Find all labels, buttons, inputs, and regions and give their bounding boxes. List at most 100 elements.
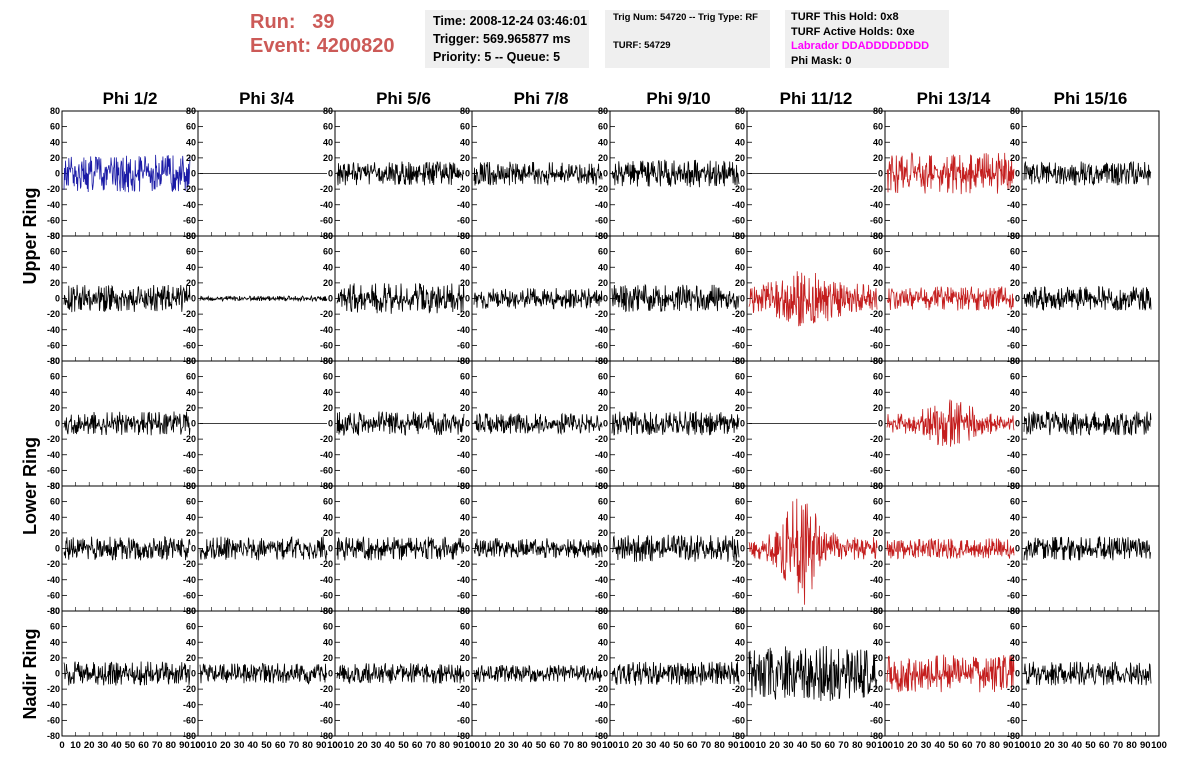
time-info-box: Time: 2008-12-24 03:46:01 Trigger: 569.9… [425,10,589,68]
y-tick-label: -60 [320,465,333,475]
y-tick-label: 60 [735,247,745,257]
y-tick-label: 60 [1010,122,1020,132]
y-tick-label: -20 [457,184,470,194]
y-tick-label: 0 [878,669,883,679]
y-tick-label: -40 [1007,200,1020,210]
y-tick-label: -40 [320,700,333,710]
y-tick-label: -60 [870,715,883,725]
x-tick-label: 40 [522,740,533,751]
y-tick-label: 60 [598,247,608,257]
x-tick-label: 60 [825,740,836,751]
y-tick-label: -20 [47,434,60,444]
y-tick-label: -80 [320,731,333,741]
y-tick-label: -40 [732,325,745,335]
y-tick-label: 20 [735,403,745,413]
y-tick-label: -20 [47,309,60,319]
x-tick-label: 80 [577,740,588,751]
y-tick-label: 0 [878,169,883,179]
y-tick-label: -20 [870,309,883,319]
y-tick-label: -20 [320,184,333,194]
y-tick-label: 80 [598,481,608,491]
waveform-trace [199,294,328,303]
y-tick-label: -40 [732,575,745,585]
y-tick-label: 20 [735,653,745,663]
y-tick-label: -60 [320,590,333,600]
y-tick-label: -60 [870,590,883,600]
waveform-trace [199,662,328,685]
x-tick-label: 60 [412,740,423,751]
y-tick-label: -20 [47,684,60,694]
y-tick-label: 80 [735,481,745,491]
y-tick-label: 20 [1010,153,1020,163]
x-tick-label: 70 [701,740,712,751]
x-tick-label: 100 [877,740,893,751]
x-tick-label: 100 [327,740,343,751]
y-tick-label: 80 [186,356,196,366]
y-tick-label: 80 [186,231,196,241]
x-tick-label: 30 [234,740,245,751]
x-tick-label: 100 [1151,740,1167,751]
y-tick-label: -80 [595,731,608,741]
y-tick-label: 40 [873,262,883,272]
y-tick-label: -40 [595,575,608,585]
y-tick-label: 80 [323,606,333,616]
run-line: Run: 39 [250,10,420,34]
waveform-trace [611,411,740,436]
y-tick-label: 0 [1015,169,1020,179]
y-tick-label: 40 [186,262,196,272]
y-tick-label: 80 [323,231,333,241]
y-tick-label: 0 [55,669,60,679]
x-tick-label: 30 [98,740,109,751]
y-tick-label: -40 [595,325,608,335]
y-tick-label: -60 [1007,340,1020,350]
y-tick-label: -20 [732,434,745,444]
y-tick-label: 60 [873,247,883,257]
y-tick-label: 20 [1010,528,1020,538]
x-tick-label: 100 [602,740,618,751]
x-tick-label: 20 [84,740,95,751]
y-tick-label: -40 [183,450,196,460]
y-tick-label: -40 [47,200,60,210]
y-tick-label: 20 [323,278,333,288]
y-tick-label: 20 [323,653,333,663]
y-tick-label: -20 [732,684,745,694]
y-tick-label: 60 [50,122,60,132]
y-tick-label: 0 [55,294,60,304]
y-tick-label: -40 [732,200,745,210]
x-tick-label: 0 [744,740,749,751]
y-tick-label: 80 [186,606,196,616]
y-tick-label: -20 [732,309,745,319]
y-tick-label: 40 [1010,387,1020,397]
y-tick-label: -20 [183,434,196,444]
y-tick-label: 60 [735,497,745,507]
y-tick-label: 80 [873,106,883,116]
y-tick-label: 20 [460,653,470,663]
y-tick-label: -60 [47,465,60,475]
y-tick-label: -40 [732,700,745,710]
y-tick-label: 20 [50,403,60,413]
y-tick-label: -20 [870,184,883,194]
x-tick-label: 50 [1085,740,1096,751]
y-tick-label: 60 [1010,497,1020,507]
y-tick-label: 0 [55,544,60,554]
y-tick-label: -60 [732,715,745,725]
waveform-trace [63,154,191,193]
x-tick-label: 90 [866,740,877,751]
x-tick-label: 80 [989,740,1000,751]
y-tick-label: -60 [183,590,196,600]
y-tick-label: 40 [873,387,883,397]
trig-num-type-text: Trig Num: 54720 -- Trig Type: RF [613,12,758,23]
waveform-trace [473,664,603,683]
y-tick-label: -40 [47,325,60,335]
run-event-box: Run: 39 Event: 4200820 [250,10,420,66]
y-tick-label: 40 [50,137,60,147]
y-tick-label: 60 [598,497,608,507]
y-tick-label: -40 [320,325,333,335]
